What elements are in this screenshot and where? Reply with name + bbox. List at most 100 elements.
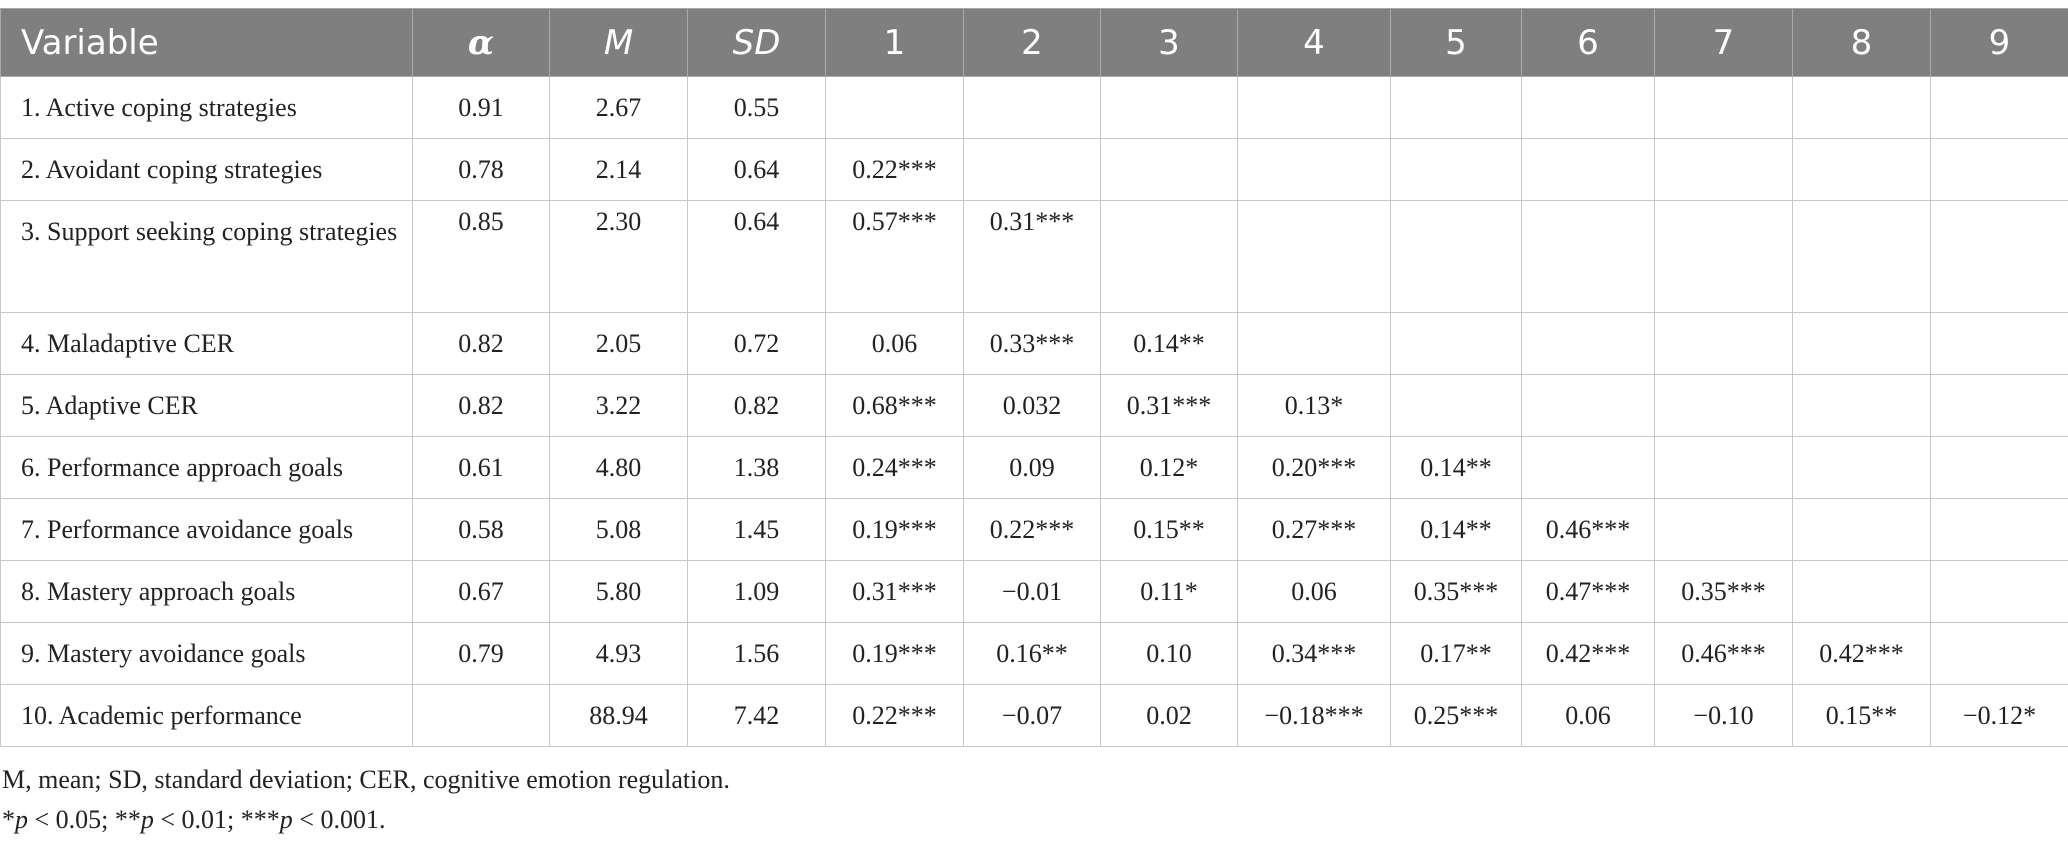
cell-r4: −0.18*** — [1237, 684, 1391, 747]
cell-alpha: 0.82 — [412, 374, 550, 437]
cell-r9 — [1930, 560, 2068, 623]
cell-alpha: 0.78 — [412, 138, 550, 201]
cell-r5: 0.35*** — [1390, 560, 1522, 623]
cell-alpha — [412, 684, 550, 747]
cell-variable: 2. Avoidant coping strategies — [0, 138, 413, 201]
cell-r4: 0.27*** — [1237, 498, 1391, 561]
cell-r5: 0.17** — [1390, 622, 1522, 685]
header-col-3: 3 — [1100, 8, 1238, 77]
cell-mean: 3.22 — [549, 374, 688, 437]
cell-alpha: 0.91 — [412, 76, 550, 139]
header-col-4: 4 — [1237, 8, 1391, 77]
cell-r5: 0.14** — [1390, 498, 1522, 561]
cell-r1: 0.22*** — [825, 684, 964, 747]
cell-r7 — [1654, 436, 1793, 499]
cell-mean: 88.94 — [549, 684, 688, 747]
sig-p-1: p — [15, 805, 28, 834]
cell-r6: 0.42*** — [1521, 622, 1655, 685]
sig-stars-2: ** — [114, 805, 141, 834]
cell-r5 — [1390, 312, 1522, 375]
cell-mean: 2.30 — [549, 200, 688, 313]
header-alpha: α — [412, 8, 550, 77]
cell-variable: 10. Academic performance — [0, 684, 413, 747]
cell-r2: 0.33*** — [963, 312, 1101, 375]
cell-r4 — [1237, 200, 1391, 313]
cell-r9 — [1930, 76, 2068, 139]
table-row: 6. Performance approach goals 0.61 4.80 1.3… — [0, 436, 2068, 499]
cell-r1: 0.19*** — [825, 498, 964, 561]
cell-r7 — [1654, 312, 1793, 375]
cell-r5 — [1390, 200, 1522, 313]
cell-variable: 9. Mastery avoidance goals — [0, 622, 413, 685]
cell-mean: 4.80 — [549, 436, 688, 499]
cell-r2 — [963, 138, 1101, 201]
cell-r8 — [1792, 312, 1931, 375]
cell-sd: 0.64 — [687, 138, 826, 201]
cell-r6 — [1521, 436, 1655, 499]
sig-text-1: < 0.05; — [28, 805, 115, 834]
cell-r2 — [963, 76, 1101, 139]
cell-r7: 0.46*** — [1654, 622, 1793, 685]
cell-r1: 0.22*** — [825, 138, 964, 201]
cell-r5 — [1390, 138, 1522, 201]
cell-sd: 1.45 — [687, 498, 826, 561]
cell-alpha: 0.61 — [412, 436, 550, 499]
cell-r8 — [1792, 200, 1931, 313]
cell-r8 — [1792, 436, 1931, 499]
cell-r2: 0.032 — [963, 374, 1101, 437]
cell-r9: −0.12* — [1930, 684, 2068, 747]
cell-r2: 0.09 — [963, 436, 1101, 499]
cell-mean: 2.05 — [549, 312, 688, 375]
cell-r1: 0.24*** — [825, 436, 964, 499]
table-row: 8. Mastery approach goals 0.67 5.80 1.09 0.3… — [0, 560, 2068, 623]
cell-r7 — [1654, 374, 1793, 437]
table-notes: M, mean; SD, standard deviation; CER, co… — [2, 760, 730, 840]
cell-r5: 0.25*** — [1390, 684, 1522, 747]
cell-r6 — [1521, 138, 1655, 201]
significance-note: *p < 0.05; **p < 0.01; ***p < 0.001. — [2, 800, 730, 840]
cell-r2: 0.16** — [963, 622, 1101, 685]
cell-alpha: 0.82 — [412, 312, 550, 375]
cell-r9 — [1930, 374, 2068, 437]
cell-sd: 0.64 — [687, 200, 826, 313]
cell-r4: 0.34*** — [1237, 622, 1391, 685]
cell-alpha: 0.67 — [412, 560, 550, 623]
cell-r8: 0.42*** — [1792, 622, 1931, 685]
cell-r6 — [1521, 200, 1655, 313]
table-row: 9. Mastery avoidance goals 0.79 4.93 1.56 0.… — [0, 622, 2068, 685]
cell-r8 — [1792, 138, 1931, 201]
cell-mean: 5.80 — [549, 560, 688, 623]
cell-variable: 7. Performance avoidance goals — [0, 498, 413, 561]
cell-variable: 6. Performance approach goals — [0, 436, 413, 499]
cell-sd: 0.82 — [687, 374, 826, 437]
cell-r3: 0.15** — [1100, 498, 1238, 561]
cell-r6: 0.47*** — [1521, 560, 1655, 623]
cell-r3: 0.12* — [1100, 436, 1238, 499]
cell-r9 — [1930, 200, 2068, 313]
table-row: 1. Active coping strategies 0.91 2.67 0.55 — [0, 76, 2068, 139]
cell-mean: 2.14 — [549, 138, 688, 201]
sig-p-3: p — [279, 805, 293, 834]
cell-sd: 1.09 — [687, 560, 826, 623]
cell-r6 — [1521, 76, 1655, 139]
cell-r3: 0.31*** — [1100, 374, 1238, 437]
cell-r8 — [1792, 374, 1931, 437]
cell-alpha: 0.79 — [412, 622, 550, 685]
cell-sd: 7.42 — [687, 684, 826, 747]
cell-r1: 0.57*** — [825, 200, 964, 313]
header-sd: SD — [687, 8, 826, 77]
header-col-2: 2 — [963, 8, 1101, 77]
table-row: 3. Support seeking coping strategies 0.85… — [0, 200, 2068, 313]
abbreviation-note: M, mean; SD, standard deviation; CER, co… — [2, 765, 730, 794]
cell-sd: 1.56 — [687, 622, 826, 685]
cell-r1: 0.19*** — [825, 622, 964, 685]
sig-p-2: p — [140, 805, 154, 834]
cell-r3 — [1100, 76, 1238, 139]
cell-sd: 0.72 — [687, 312, 826, 375]
cell-r7: −0.10 — [1654, 684, 1793, 747]
cell-r9 — [1930, 312, 2068, 375]
header-col-8: 8 — [1792, 8, 1931, 77]
cell-r7 — [1654, 200, 1793, 313]
cell-variable: 5. Adaptive CER — [0, 374, 413, 437]
cell-alpha: 0.58 — [412, 498, 550, 561]
